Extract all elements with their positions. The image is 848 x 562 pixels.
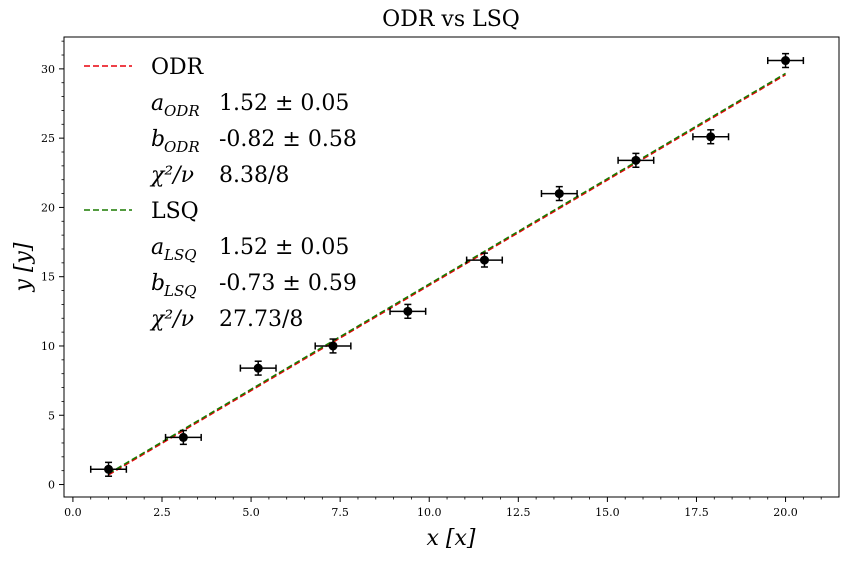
y-tick-label: 0 [48,479,55,492]
data-point [239,360,277,376]
x-tick-label: 7.5 [331,506,349,519]
point-marker [706,132,716,142]
x-tick-label: 15.0 [595,506,620,519]
point-marker [104,464,114,474]
data-point [617,152,655,168]
x-tick-label: 12.5 [506,506,531,519]
param-subscript: LSQ [163,246,197,264]
point-marker [781,56,791,66]
data-point [540,185,578,202]
param-value: 1.52 ± 0.05 [219,235,349,260]
y-tick-label: 30 [41,63,55,76]
x-tick-label: 2.5 [153,506,171,519]
lsq-fit-line [108,72,786,475]
param-value: 1.52 ± 0.05 [219,91,349,116]
param-symbol: χ²/ν [149,163,194,188]
param-value: 8.38/8 [219,163,289,188]
legend-param-entry: χ²/ν 27.73/8 [149,307,303,332]
x-tick-label: 10.0 [417,506,442,519]
point-marker [403,306,413,316]
data-point [89,461,128,477]
legend-param-entry: a ODR 1.52 ± 0.05 [151,91,349,120]
chart-title: ODR vs LSQ [382,7,520,32]
param-value: 27.73/8 [219,307,303,332]
legend-param-entry: χ²/ν 8.38/8 [149,163,289,188]
lsq-legend-label: LSQ [151,199,199,224]
data-point [692,129,730,145]
point-marker [253,363,263,373]
point-marker [631,155,641,165]
param-symbol: b [151,271,165,296]
x-tick-label: 0.0 [64,506,82,519]
y-tick-label: 5 [48,409,55,422]
y-tick-label: 25 [41,132,55,145]
legend-param-entry: a LSQ 1.52 ± 0.05 [151,235,349,264]
param-symbol: χ²/ν [149,307,194,332]
data-point [314,338,352,354]
param-symbol: b [151,127,165,152]
y-tick-label: 20 [41,201,55,214]
point-marker [479,255,489,265]
odr-fit-line [108,73,786,476]
param-value: -0.82 ± 0.58 [219,127,357,152]
plot-area-frame [63,36,840,498]
param-subscript: ODR [164,102,200,120]
point-marker [178,432,188,442]
param-subscript: LSQ [163,282,197,300]
data-point [465,252,504,268]
param-value: -0.73 ± 0.59 [219,271,357,296]
data-point [389,303,427,320]
y-axis-label: y [y] [11,242,36,292]
point-marker [554,189,564,199]
y-tick-label: 15 [41,271,55,284]
x-tick-label: 17.5 [684,506,709,519]
odr-legend-label: ODR [151,55,205,80]
data-point [164,429,202,446]
x-tick-label: 20.0 [773,506,798,519]
point-marker [328,341,338,351]
y-tick-label: 10 [41,340,55,353]
param-symbol: a [151,235,164,260]
data-point [766,52,805,69]
x-tick-label: 5.0 [242,506,260,519]
param-subscript: ODR [164,138,200,156]
param-symbol: a [151,91,164,116]
x-axis-label: x [x] [427,526,476,551]
